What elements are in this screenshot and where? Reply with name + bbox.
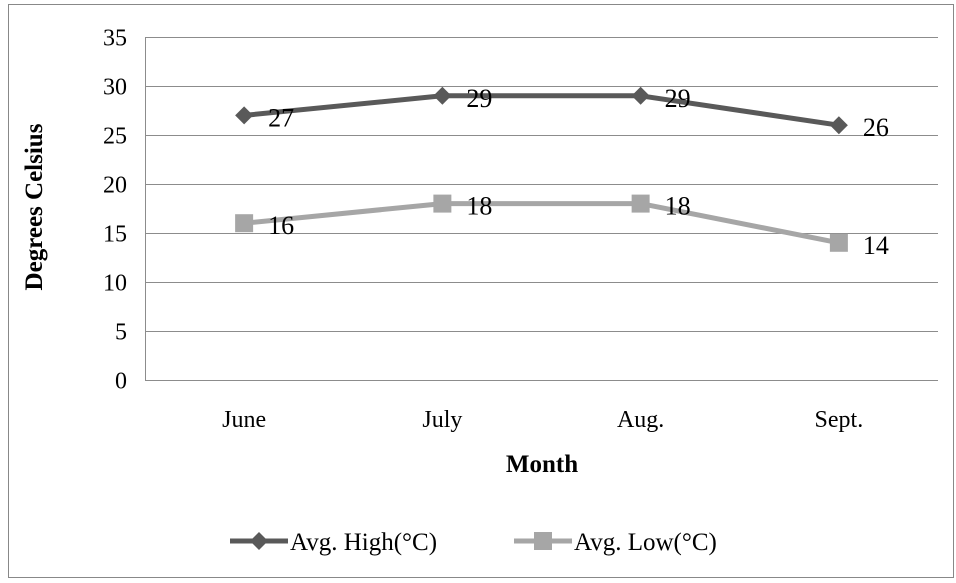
y-tick-label-30: 30 [103, 75, 127, 101]
gridlines [145, 37, 938, 381]
data-label-1-3: 14 [863, 231, 889, 260]
data-label-1-0: 16 [268, 211, 294, 240]
y-axis-title: Degrees Celsius [21, 123, 48, 290]
series-line-0 [241, 93, 842, 128]
y-tick-label-35: 35 [103, 26, 127, 52]
y-tick-label-25: 25 [103, 124, 127, 150]
y-tick-label-5: 5 [115, 320, 127, 346]
legend: Avg. High(°C) Avg. Low(°C) [230, 529, 717, 556]
data-label-0-2: 29 [665, 84, 691, 113]
x-tick-label-3: Sept. [815, 407, 864, 433]
legend-marker-1 [534, 532, 552, 550]
x-tick-labels: June July Aug. Sept. [222, 407, 863, 433]
point-marker-1-3 [829, 233, 848, 252]
point-marker-1-2 [631, 194, 650, 213]
x-tick-label-0: June [222, 407, 266, 433]
point-marker-1-1 [433, 194, 452, 213]
y-tick-label-20: 20 [103, 173, 127, 199]
x-tick-label-1: July [422, 407, 462, 433]
data-label-1-2: 18 [665, 192, 691, 221]
point-marker-0-2 [631, 86, 650, 105]
point-marker-0-3 [829, 116, 848, 135]
point-marker-0-1 [433, 86, 452, 105]
data-labels: 27 29 29 26 16 18 18 14 [268, 84, 889, 260]
x-axis-title: Month [506, 451, 578, 478]
series-line-1 [241, 201, 842, 246]
series-group [235, 86, 848, 252]
legend-label-0: Avg. High(°C) [290, 529, 437, 556]
y-tick-labels: 0 5 10 15 20 25 30 35 [103, 26, 127, 395]
y-tick-label-0: 0 [115, 369, 127, 395]
legend-marker-0 [250, 532, 268, 550]
y-tick-label-10: 10 [103, 271, 127, 297]
legend-label-1: Avg. Low(°C) [574, 529, 717, 556]
data-label-0-0: 27 [268, 103, 294, 132]
data-label-1-1: 18 [466, 192, 492, 221]
chart-border [8, 4, 954, 578]
y-tick-label-15: 15 [103, 222, 127, 248]
data-label-0-3: 26 [863, 113, 889, 142]
data-label-0-1: 29 [466, 84, 492, 113]
point-marker-0-0 [235, 106, 254, 125]
x-tick-label-2: Aug. [617, 407, 664, 433]
point-marker-1-0 [235, 214, 254, 233]
